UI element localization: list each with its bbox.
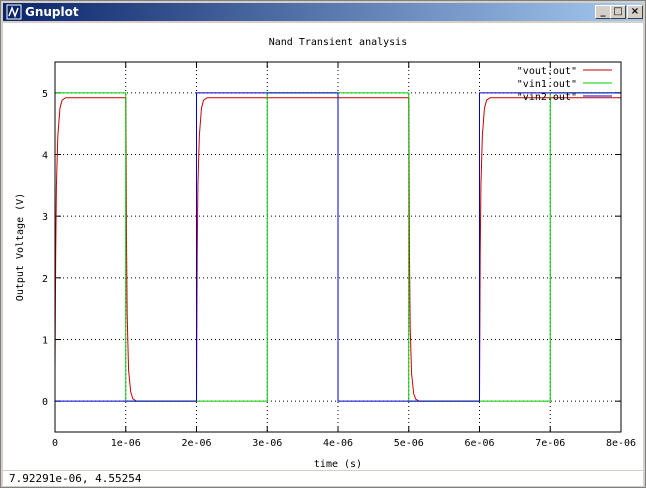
x-tick-label: 6e-06 [464,438,494,449]
x-tick-label: 7e-06 [535,438,565,449]
x-tick-label: 8e-06 [606,438,636,449]
x-tick-label: 4e-06 [323,438,353,449]
y-tick-label: 1 [42,336,48,347]
legend-label-1: "vout.out" [517,66,577,77]
x-tick-label: 5e-06 [394,438,424,449]
y-tick-label: 0 [42,397,48,408]
legend-label-2: "vin1.out" [517,79,577,90]
maximize-button[interactable]: □ [610,5,626,19]
title-bar[interactable]: Gnuplot _ □ × [3,3,643,21]
y-tick-label: 2 [42,274,48,285]
legend-label-3: "vin2.out" [517,92,577,103]
minimize-button[interactable]: _ [595,5,611,19]
y-axis-label: Output Voltage (V) [15,193,26,301]
x-tick-label: 3e-06 [252,438,282,449]
series-line-3 [55,93,621,401]
window-title: Gnuplot [25,5,79,19]
x-tick-label: 2e-06 [181,438,211,449]
chart-title: Nand Transient analysis [269,37,407,48]
y-tick-label: 4 [42,151,48,162]
y-tick-label: 3 [42,212,48,223]
x-tick-label: 1e-06 [111,438,141,449]
close-button[interactable]: × [627,5,643,19]
y-tick-label: 5 [42,89,48,100]
cursor-coordinates: 7.92291e-06, 4.55254 [9,472,141,485]
plot-canvas[interactable]: Nand Transient analysis 0 1e-06 2e-06 3e-06 4… [3,23,643,470]
x-axis-label: time (s) [314,459,362,470]
status-bar: 7.92291e-06, 4.55254 [3,471,643,486]
x-tick-label: 0 [52,438,58,449]
chart-svg[interactable]: Nand Transient analysis 0 1e-06 2e-06 3e-06 4… [3,23,643,470]
gnuplot-app-icon [6,4,22,20]
